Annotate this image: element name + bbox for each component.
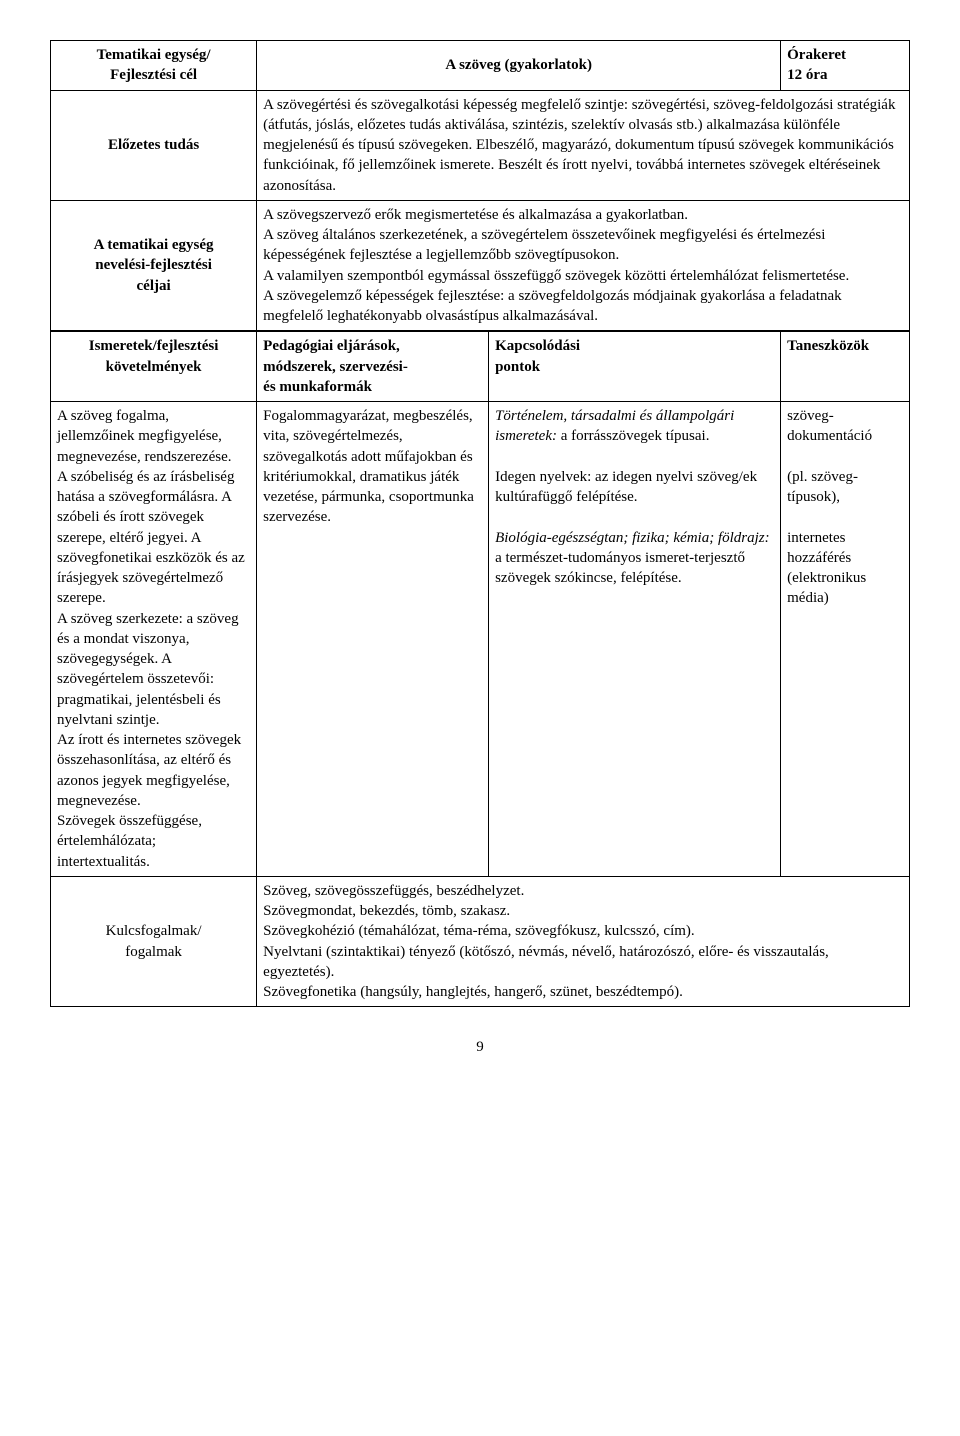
page-number: 9 [50,1037,910,1057]
subheader-col2: Pedagógiai eljárások, módszerek, szervez… [257,331,489,401]
header-col2: A szöveg (gyakorlatok) [257,41,781,91]
header-col1: Tematikai egység/ Fejlesztési cél [51,41,257,91]
content-col4: szöveg-dokumentáció (pl. szöveg-típusok)… [781,402,910,877]
elozetes-label: Előzetes tudás [51,90,257,200]
curriculum-table: Tematikai egység/ Fejlesztési cél A szöv… [50,40,910,1007]
elozetes-text: A szövegértési és szövegalkotási képessé… [257,90,910,200]
content-col3: Történelem, társadalmi és állampolgári i… [489,402,781,877]
tematikai-label: A tematikai egység nevelési-fejlesztési … [51,200,257,331]
tematikai-text: A szövegszervező erők megismertetése és … [257,200,910,331]
content-col2: Fogalommagyarázat, megbeszélés, vita, sz… [257,402,489,877]
content-col1: A szöveg fogalma, jellemzőinek megfigyel… [51,402,257,877]
subheader-col4: Taneszközök [781,331,910,401]
kulcs-label: Kulcsfogalmak/ fogalmak [51,876,257,1007]
header-col3: Órakeret 12 óra [781,41,910,91]
subheader-col3: Kapcsolódási pontok [489,331,781,401]
kulcs-text: Szöveg, szövegösszefüggés, beszédhelyzet… [257,876,910,1007]
subheader-col1: Ismeretek/fejlesztési követelmények [51,331,257,401]
